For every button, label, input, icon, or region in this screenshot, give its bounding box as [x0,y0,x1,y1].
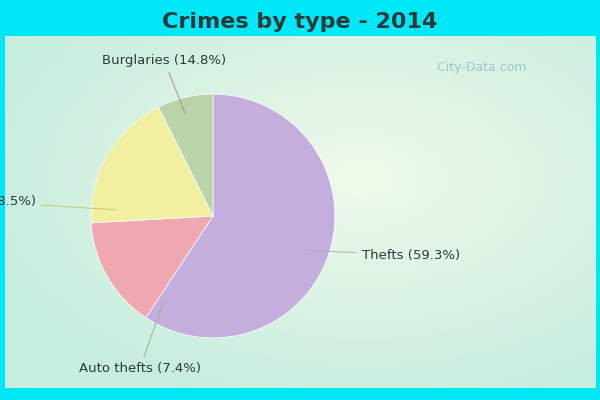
Text: Thefts (59.3%): Thefts (59.3%) [304,248,460,262]
Wedge shape [91,107,213,223]
Text: Assaults (18.5%): Assaults (18.5%) [0,195,115,210]
Text: Crimes by type - 2014: Crimes by type - 2014 [163,12,437,32]
Text: Auto thefts (7.4%): Auto thefts (7.4%) [79,302,201,375]
Text: Burglaries (14.8%): Burglaries (14.8%) [102,54,226,114]
Text: City-Data.com: City-Data.com [433,62,527,74]
Wedge shape [91,216,213,318]
Wedge shape [158,94,213,216]
Wedge shape [146,94,335,338]
